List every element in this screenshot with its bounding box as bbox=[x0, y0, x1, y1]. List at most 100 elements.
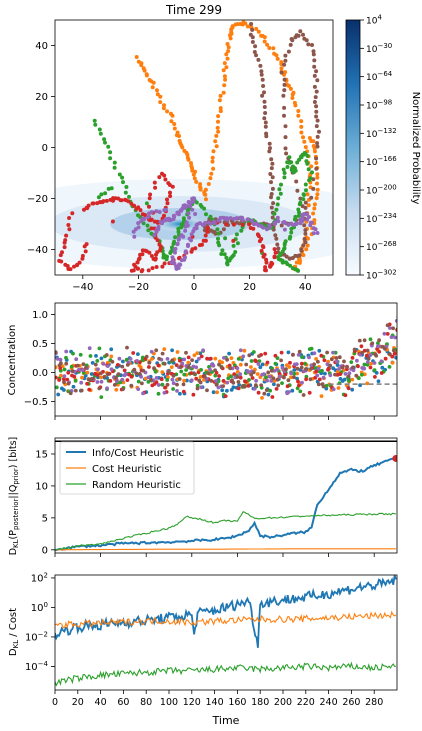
trajectory-point bbox=[132, 203, 137, 208]
concentration-point bbox=[194, 376, 199, 381]
trajectory-point bbox=[163, 177, 168, 182]
trajectory-point bbox=[267, 46, 272, 50]
concentration-point bbox=[299, 365, 304, 370]
concentration-point bbox=[350, 387, 355, 392]
trajectory-point bbox=[234, 232, 239, 237]
concentration-point bbox=[369, 361, 374, 366]
concentration-point bbox=[225, 388, 229, 393]
concentration-point bbox=[74, 357, 79, 362]
panel3-frame bbox=[54, 437, 398, 554]
trajectory-point bbox=[131, 229, 136, 234]
trajectory-point bbox=[215, 125, 220, 130]
trajectory-point bbox=[92, 118, 97, 123]
trajectory-point bbox=[66, 223, 71, 227]
concentration-point bbox=[280, 381, 284, 385]
concentration-point bbox=[122, 368, 127, 373]
panel4-xtick-label: 0 bbox=[52, 697, 58, 708]
concentration-point bbox=[90, 376, 95, 381]
concentration-point bbox=[180, 361, 185, 366]
concentration-point bbox=[64, 355, 68, 360]
colorbar-tick-exponent: −98 bbox=[377, 99, 392, 107]
concentration-point bbox=[315, 373, 320, 378]
trajectory-point bbox=[306, 42, 311, 47]
trajectory-point bbox=[216, 114, 221, 119]
trajectory-point bbox=[256, 57, 261, 62]
trajectory-point bbox=[217, 243, 222, 248]
concentration-point bbox=[377, 344, 381, 349]
trajectory-point bbox=[283, 135, 288, 140]
concentration-point bbox=[366, 356, 371, 361]
trajectory-point bbox=[280, 260, 285, 265]
panel2-ylabel: Concentration bbox=[7, 325, 18, 396]
concentration-point bbox=[72, 374, 77, 379]
trajectory-point bbox=[301, 135, 305, 140]
concentration-point bbox=[254, 359, 258, 364]
trajectory-point bbox=[96, 195, 101, 200]
concentration-point bbox=[266, 370, 271, 375]
trajectory-point bbox=[149, 217, 154, 222]
trajectory-point bbox=[140, 268, 145, 273]
concentration-point bbox=[185, 378, 189, 383]
concentration-point bbox=[208, 356, 213, 361]
trajectory-point bbox=[155, 92, 160, 97]
trajectory-point bbox=[203, 238, 208, 243]
colorbar-tick-base: 10 bbox=[366, 187, 378, 197]
trajectory-point bbox=[186, 242, 190, 247]
trajectory-point bbox=[296, 268, 301, 273]
concentration-point bbox=[266, 392, 271, 397]
concentration-point bbox=[137, 372, 142, 376]
trajectory-point bbox=[247, 222, 252, 227]
concentration-point bbox=[251, 370, 256, 375]
concentration-point bbox=[300, 355, 304, 359]
trajectory-point bbox=[282, 113, 286, 118]
concentration-point bbox=[307, 390, 312, 395]
trajectory-point bbox=[314, 109, 319, 114]
panel1-ytick-label: 0 bbox=[42, 143, 48, 154]
panel4-ytick-base: 10 bbox=[25, 632, 38, 643]
trajectory-point bbox=[218, 109, 223, 114]
trajectory-point bbox=[273, 233, 278, 238]
concentration-point bbox=[202, 374, 207, 379]
concentration-point bbox=[216, 385, 221, 390]
trajectory-point bbox=[106, 144, 111, 149]
trajectory-point bbox=[264, 268, 268, 273]
trajectory-point bbox=[208, 221, 213, 226]
panel2-frame bbox=[54, 302, 398, 417]
trajectory-point bbox=[301, 197, 306, 202]
concentration-point bbox=[264, 388, 269, 392]
trajectory-point bbox=[276, 246, 281, 251]
trajectory-point bbox=[281, 167, 286, 172]
trajectory-point bbox=[263, 124, 268, 129]
concentration-point bbox=[153, 369, 158, 374]
concentration-point bbox=[121, 359, 125, 364]
trajectory-point bbox=[150, 85, 155, 90]
trajectory-point bbox=[262, 99, 267, 104]
concentration-point bbox=[271, 376, 276, 381]
concentration-point bbox=[322, 358, 327, 363]
trajectory-point bbox=[264, 260, 269, 265]
concentration-point bbox=[192, 353, 197, 358]
concentration-point bbox=[165, 378, 170, 382]
concentration-point bbox=[335, 359, 339, 364]
trajectory-point bbox=[184, 220, 189, 225]
panel4-xtick-label: 240 bbox=[320, 697, 338, 708]
concentration-point bbox=[141, 391, 145, 396]
trajectory-point bbox=[188, 200, 193, 205]
concentration-point bbox=[382, 331, 387, 336]
concentration-point bbox=[66, 370, 71, 375]
trajectory-point bbox=[264, 134, 269, 139]
concentration-point bbox=[159, 377, 164, 382]
panel4-xtick-label: 160 bbox=[228, 697, 246, 708]
trajectory-point bbox=[303, 205, 308, 210]
concentration-point bbox=[325, 350, 329, 355]
concentration-point bbox=[252, 350, 256, 354]
legend-label-random: Random Heuristic bbox=[92, 480, 181, 491]
concentration-point bbox=[292, 368, 297, 372]
concentration-point bbox=[350, 377, 355, 382]
concentration-point bbox=[377, 338, 381, 343]
concentration-point bbox=[102, 374, 107, 379]
concentration-point bbox=[199, 368, 204, 372]
trajectory-point bbox=[64, 233, 69, 238]
trajectory-point bbox=[292, 217, 297, 222]
trajectory-point bbox=[311, 211, 316, 216]
